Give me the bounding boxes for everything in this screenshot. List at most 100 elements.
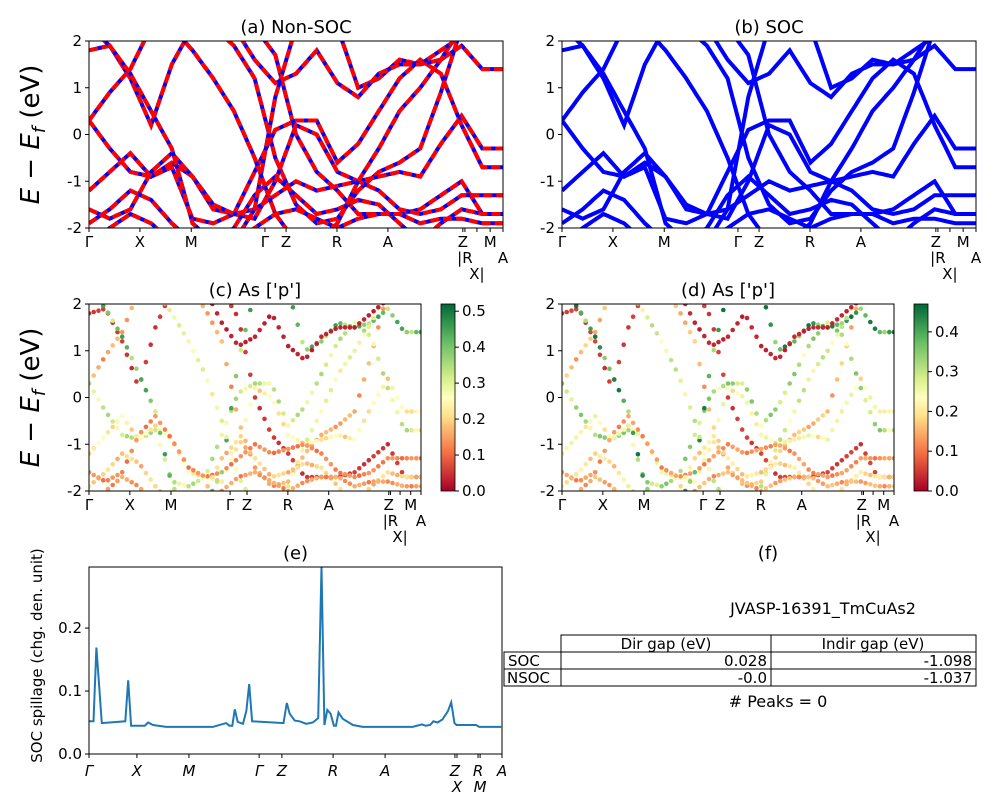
projected-band-point (630, 427, 636, 432)
projected-band-point (385, 306, 391, 312)
projected-band-point (669, 288, 674, 293)
projected-band-point (110, 482, 115, 488)
y-tick-label: -1 (67, 172, 82, 190)
projected-band-point (376, 305, 381, 310)
projected-band-point (219, 432, 225, 438)
projected-band-point (853, 371, 859, 376)
projected-band-point (564, 480, 569, 485)
projected-band-point (773, 455, 778, 460)
projected-band-point (692, 470, 698, 475)
projected-band-point (219, 488, 225, 491)
projected-band-point (562, 381, 565, 386)
projected-band-point (616, 359, 622, 365)
projected-band-point (782, 439, 788, 445)
projected-band-point (158, 288, 163, 293)
band-line (562, 112, 976, 221)
projected-band-point (210, 391, 215, 397)
projected-band-point (588, 326, 593, 332)
projected-band-point (342, 417, 348, 422)
projected-band-point (611, 486, 617, 491)
projected-band-point (167, 293, 172, 298)
projected-band-point (186, 470, 191, 475)
projected-band-point (806, 424, 811, 430)
projected-band-point (366, 324, 372, 330)
projected-band-point (611, 435, 617, 440)
x-tick-label: Γ (558, 496, 567, 514)
projected-band-point (853, 304, 859, 306)
projected-band-point (782, 446, 788, 451)
projected-band-point (105, 310, 111, 316)
projected-band-point (560, 288, 565, 293)
projected-band-point (735, 466, 740, 472)
projected-band-point (119, 339, 125, 344)
projected-band-point (777, 478, 783, 484)
projected-band-point (248, 372, 253, 378)
projected-band-point (224, 327, 229, 332)
projected-band-point (868, 288, 873, 293)
projected-band-point (210, 320, 215, 326)
projected-band-point (328, 462, 334, 467)
projected-band-point (635, 427, 641, 432)
projected-band-point (806, 323, 811, 328)
projected-band-point (801, 387, 807, 393)
projected-band-point (100, 435, 106, 440)
projected-band-point (858, 306, 864, 312)
projected-band-point (205, 474, 210, 479)
projected-band-point (678, 498, 683, 503)
projected-band-point (678, 474, 683, 479)
projected-band-point (134, 379, 139, 384)
projected-band-point (706, 311, 712, 317)
projected-band-point (390, 313, 395, 318)
projected-band-point (844, 341, 849, 347)
projected-band-point (148, 288, 153, 293)
projected-band-point (735, 391, 740, 396)
projected-band-point (205, 501, 210, 506)
projected-band-point (877, 474, 883, 480)
projected-band-point (882, 288, 887, 293)
projected-band-point (300, 471, 305, 476)
projected-band-point (371, 400, 376, 406)
projected-band-point (182, 503, 187, 508)
y-axis-label: E − Ef (eV) (16, 65, 50, 205)
projected-band-point (295, 412, 301, 418)
projected-band-point (385, 470, 391, 475)
x-tick-label: R (332, 233, 342, 251)
projected-band-point (706, 396, 712, 402)
projected-band-point (768, 412, 773, 418)
x-tick-label: M (474, 778, 487, 796)
projected-band-point (333, 326, 338, 332)
projected-band-point (124, 477, 130, 482)
projected-band-point (390, 397, 395, 403)
projected-band-point (578, 467, 584, 472)
projected-band-point (578, 310, 584, 316)
projected-band-point (219, 470, 225, 475)
colorbar-tick-label: 0.1 (462, 446, 486, 464)
projected-band-point (569, 288, 574, 293)
projected-band-point (200, 367, 206, 372)
projected-band-point (664, 288, 669, 293)
band-line (562, 173, 976, 228)
projected-band-point (725, 334, 731, 340)
projected-band-point (100, 304, 106, 309)
projected-band-point (219, 320, 225, 326)
projected-band-point (592, 334, 598, 340)
projected-band-point (371, 309, 376, 314)
projected-band-point (257, 381, 263, 386)
projected-band-point (361, 317, 367, 322)
projected-band-point (409, 484, 414, 489)
projected-band-point (820, 325, 826, 330)
projected-band-point (285, 470, 291, 475)
colorbar-tick-label: 0.3 (462, 374, 486, 392)
projected-band-point (702, 480, 707, 486)
projected-band-point (191, 288, 196, 293)
projected-band-point (257, 405, 263, 411)
projected-band-point (162, 452, 168, 457)
projected-band-point (792, 371, 797, 377)
projected-band-point (162, 304, 168, 306)
projected-band-point (801, 434, 807, 440)
projected-band-point (157, 427, 163, 432)
projected-band-point (404, 329, 410, 335)
projected-band-point (357, 340, 362, 346)
projected-band-point (248, 337, 253, 342)
